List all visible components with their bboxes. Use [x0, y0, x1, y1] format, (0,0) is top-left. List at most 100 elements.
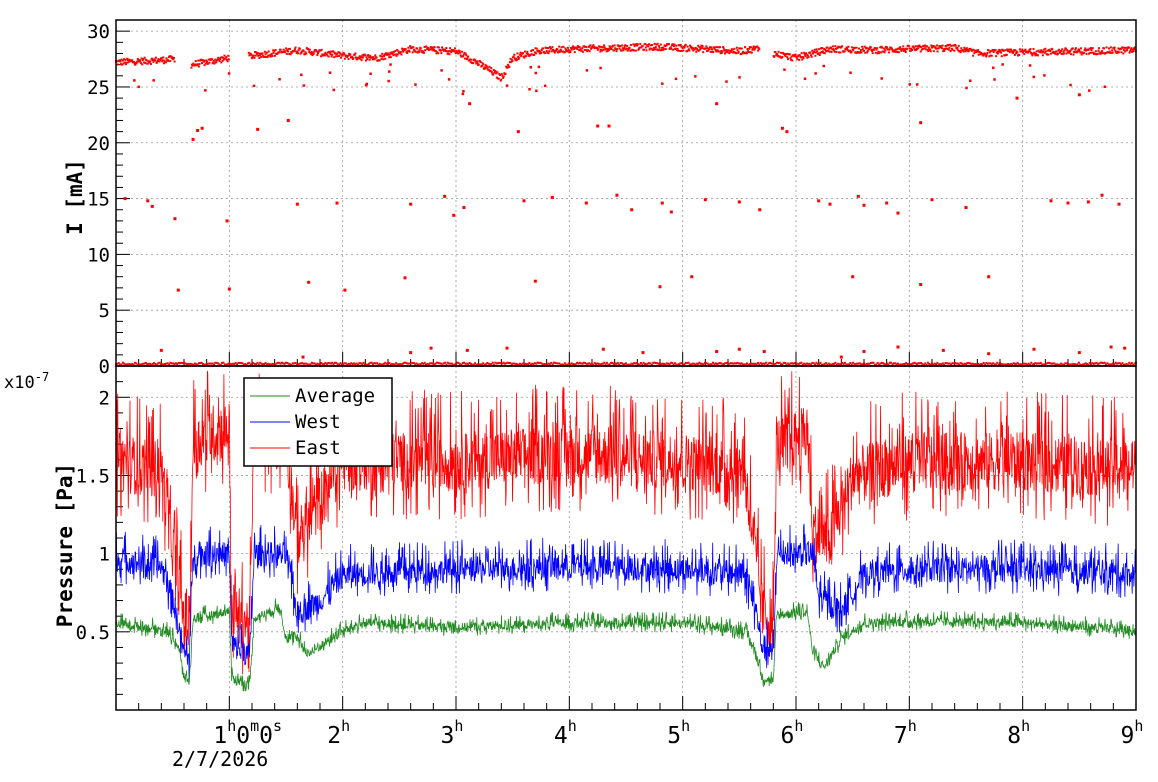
current-point — [1089, 47, 1092, 50]
current-point — [623, 47, 626, 50]
current-point — [619, 362, 622, 365]
current-point — [636, 44, 639, 47]
current-point — [756, 45, 759, 48]
current-point — [566, 46, 569, 49]
current-point — [134, 63, 137, 66]
current-point — [270, 363, 273, 366]
current-point — [906, 48, 909, 51]
current-point — [641, 351, 645, 355]
current-point — [811, 49, 814, 52]
current-point — [365, 363, 368, 366]
current-point — [973, 52, 976, 55]
current-point — [919, 283, 923, 287]
current-point — [1117, 202, 1121, 206]
current-point — [952, 44, 955, 47]
current-point — [858, 47, 861, 50]
current-point — [255, 51, 258, 54]
current-point — [954, 362, 957, 365]
current-point — [940, 47, 943, 50]
current-point — [1015, 52, 1018, 55]
pressure-exponent-base: x10 — [4, 373, 35, 393]
current-point — [138, 60, 141, 63]
current-point — [797, 363, 800, 366]
current-point — [929, 48, 932, 51]
current-point — [628, 46, 631, 49]
current-point — [274, 363, 277, 366]
current-point — [985, 55, 988, 58]
current-point — [522, 55, 525, 58]
current-point — [366, 363, 369, 366]
current-ytick-label: 30 — [87, 21, 110, 43]
current-point — [372, 56, 375, 59]
current-point — [550, 50, 553, 53]
current-point — [1035, 50, 1038, 53]
current-point — [801, 363, 804, 366]
current-point — [377, 363, 380, 366]
current-point — [705, 50, 708, 53]
current-point — [816, 362, 819, 365]
current-point — [1101, 361, 1103, 364]
current-point — [444, 361, 447, 364]
current-point — [1116, 50, 1119, 53]
current-point — [726, 51, 729, 54]
current-point — [735, 46, 738, 49]
current-point — [948, 362, 951, 365]
current-point — [551, 363, 554, 366]
current-point — [485, 66, 488, 69]
current-point — [669, 210, 673, 214]
current-point — [856, 194, 860, 198]
current-point — [567, 48, 570, 51]
current-point — [472, 62, 475, 65]
current-point — [769, 361, 772, 364]
current-point — [1068, 363, 1071, 366]
current-point — [355, 362, 358, 365]
current-point — [124, 63, 127, 66]
current-point — [461, 362, 464, 365]
current-point — [1047, 361, 1050, 364]
current-point — [389, 56, 392, 59]
current-point — [264, 362, 267, 365]
current-point — [694, 75, 697, 78]
current-point — [843, 361, 846, 364]
current-point — [305, 362, 308, 365]
current-point — [191, 64, 194, 67]
current-point — [851, 46, 854, 49]
current-point — [494, 361, 497, 364]
current-point — [822, 363, 825, 366]
current-point — [162, 62, 165, 65]
current-point — [227, 54, 230, 57]
current-point — [799, 362, 802, 365]
current-point — [1105, 46, 1108, 49]
current-point — [717, 362, 720, 365]
current-point — [285, 361, 287, 364]
current-point — [715, 46, 718, 49]
current-point — [613, 44, 616, 47]
current-point — [915, 83, 919, 86]
current-point — [803, 77, 807, 80]
pressure-xtick-label: 2h — [327, 717, 350, 749]
current-point — [490, 71, 493, 74]
current-point — [389, 363, 392, 366]
current-point — [827, 50, 830, 53]
current-point — [173, 217, 177, 221]
current-point — [238, 361, 241, 364]
current-point — [369, 361, 372, 364]
current-point — [600, 362, 603, 365]
current-point — [690, 275, 694, 279]
current-point — [896, 345, 900, 349]
current-point — [225, 58, 228, 61]
current-point — [917, 47, 920, 50]
current-point — [546, 47, 549, 50]
current-point — [258, 56, 261, 59]
current-point — [955, 362, 958, 365]
current-point — [750, 51, 753, 54]
current-point — [687, 49, 690, 52]
current-point — [785, 52, 788, 55]
current-point — [1011, 363, 1014, 366]
current-point — [494, 70, 497, 73]
current-point — [1116, 51, 1119, 54]
current-point — [531, 362, 534, 365]
current-point — [709, 50, 712, 53]
current-point — [476, 62, 479, 65]
current-point — [917, 362, 920, 365]
